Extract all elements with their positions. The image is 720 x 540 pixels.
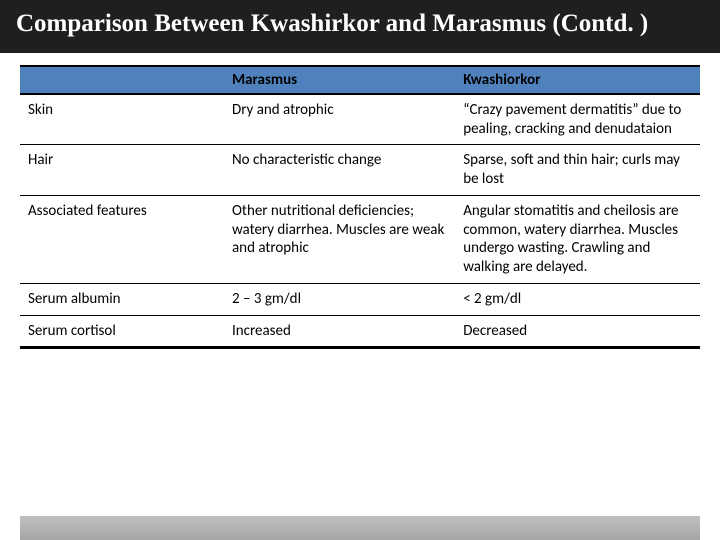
cell-marasmus: 2 – 3 gm/dl bbox=[224, 283, 455, 315]
cell-kwashiorkor: Decreased bbox=[455, 315, 700, 348]
table-row: Skin Dry and atrophic “Crazy pavement de… bbox=[20, 94, 700, 145]
cell-marasmus: Other nutritional deficiencies; watery d… bbox=[224, 195, 455, 283]
slide-title: Comparison Between Kwashirkor and Marasm… bbox=[0, 0, 720, 53]
table-row: Associated features Other nutritional de… bbox=[20, 195, 700, 283]
row-label: Hair bbox=[20, 145, 224, 196]
row-label: Serum albumin bbox=[20, 283, 224, 315]
comparison-table: Marasmus Kwashiorkor Skin Dry and atroph… bbox=[20, 65, 700, 350]
cell-kwashiorkor: “Crazy pavement dermatitis” due to peali… bbox=[455, 94, 700, 145]
table-header-row: Marasmus Kwashiorkor bbox=[20, 66, 700, 94]
slide: Comparison Between Kwashirkor and Marasm… bbox=[0, 0, 720, 540]
table-row: Serum cortisol Increased Decreased bbox=[20, 315, 700, 348]
cell-kwashiorkor: Sparse, soft and thin hair; curls may be… bbox=[455, 145, 700, 196]
table-row: Serum albumin 2 – 3 gm/dl < 2 gm/dl bbox=[20, 283, 700, 315]
cell-marasmus: Increased bbox=[224, 315, 455, 348]
table-header-blank bbox=[20, 66, 224, 94]
cell-kwashiorkor: < 2 gm/dl bbox=[455, 283, 700, 315]
cell-kwashiorkor: Angular stomatitis and cheilosis are com… bbox=[455, 195, 700, 283]
table-row: Hair No characteristic change Sparse, so… bbox=[20, 145, 700, 196]
row-label: Skin bbox=[20, 94, 224, 145]
footer-bar bbox=[20, 516, 700, 540]
slide-content: Marasmus Kwashiorkor Skin Dry and atroph… bbox=[0, 53, 720, 540]
cell-marasmus: Dry and atrophic bbox=[224, 94, 455, 145]
row-label: Associated features bbox=[20, 195, 224, 283]
table-header-marasmus: Marasmus bbox=[224, 66, 455, 94]
table-header-kwashiorkor: Kwashiorkor bbox=[455, 66, 700, 94]
cell-marasmus: No characteristic change bbox=[224, 145, 455, 196]
row-label: Serum cortisol bbox=[20, 315, 224, 348]
